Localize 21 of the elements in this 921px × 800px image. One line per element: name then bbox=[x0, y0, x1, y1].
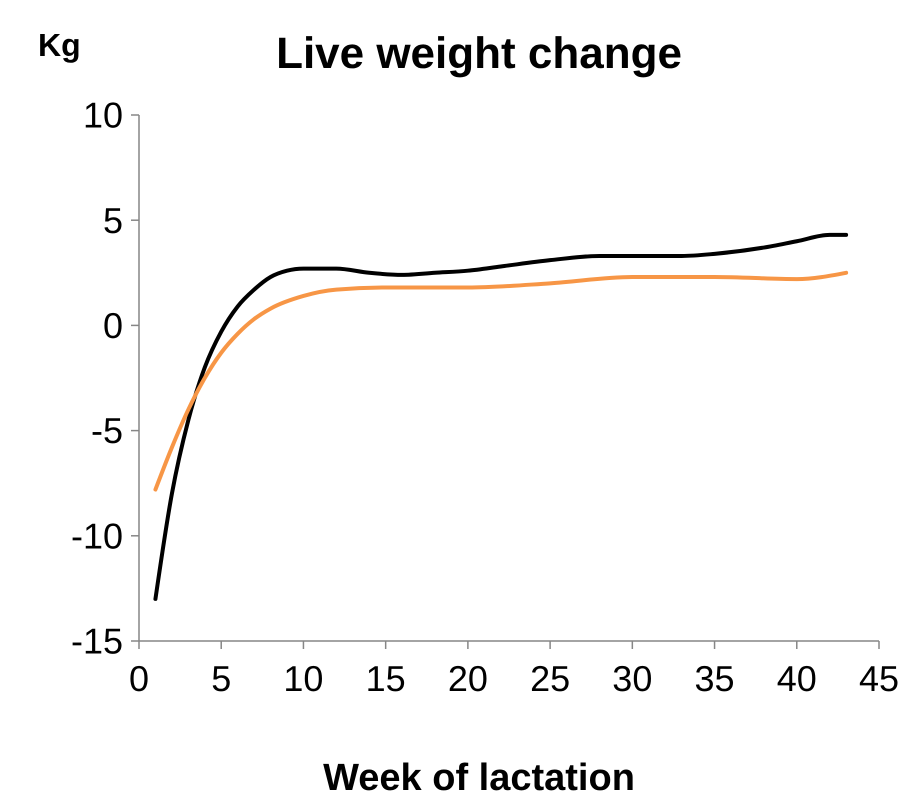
x-tick-label: 0 bbox=[128, 658, 150, 699]
x-tick-label: 10 bbox=[283, 658, 324, 699]
x-tick-label: 20 bbox=[448, 658, 488, 699]
y-tick-label: 5 bbox=[102, 200, 123, 241]
x-tick-label: 45 bbox=[858, 658, 900, 699]
x-tick-label: 30 bbox=[612, 658, 652, 699]
chart-title: Live weight change bbox=[276, 29, 682, 78]
x-axis-title: Week of lactation bbox=[323, 757, 635, 799]
line-series bbox=[153, 270, 848, 492]
x-tick-label: 40 bbox=[776, 658, 817, 699]
y-tick-label: -5 bbox=[90, 410, 123, 452]
y-tick-label: 0 bbox=[102, 305, 123, 346]
x-tick-label: 5 bbox=[211, 658, 232, 699]
x-tick-label: 25 bbox=[530, 658, 570, 699]
x-tick-label: 15 bbox=[366, 658, 406, 699]
y-tick-label: -15 bbox=[70, 620, 123, 662]
y-tick-label: 10 bbox=[82, 94, 123, 136]
x-tick-label: 35 bbox=[694, 658, 735, 699]
y-axis-title: Kg bbox=[38, 27, 81, 63]
line-series bbox=[153, 232, 848, 601]
y-tick-label: -10 bbox=[70, 515, 123, 556]
